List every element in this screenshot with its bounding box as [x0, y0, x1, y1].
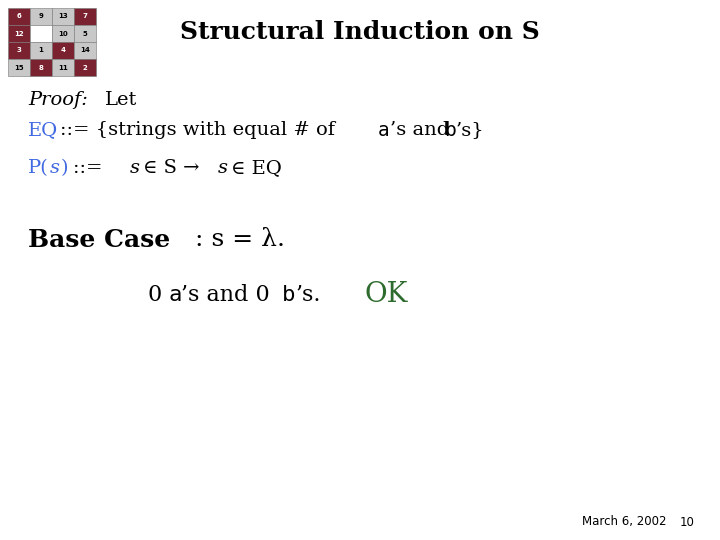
Bar	[74, 8, 96, 25]
Text: ’s.: ’s.	[295, 284, 320, 306]
Bar	[30, 59, 52, 76]
Text: a: a	[168, 285, 181, 305]
Text: b: b	[444, 120, 456, 139]
Bar	[8, 59, 30, 76]
Bar	[8, 25, 30, 42]
Text: 15: 15	[14, 64, 24, 71]
Text: s: s	[130, 159, 140, 177]
Text: 8: 8	[39, 64, 43, 71]
Text: ::= {strings with equal # of: ::= {strings with equal # of	[60, 121, 341, 139]
Bar	[74, 42, 96, 59]
Text: EQ: EQ	[28, 121, 58, 139]
Text: 2: 2	[83, 64, 87, 71]
Text: ’s and 0: ’s and 0	[181, 284, 277, 306]
Text: 1: 1	[39, 48, 43, 53]
Text: 9: 9	[39, 14, 43, 19]
Text: OK: OK	[365, 281, 408, 308]
Text: 4: 4	[60, 48, 66, 53]
Bar	[30, 42, 52, 59]
Text: March 6, 2002: March 6, 2002	[582, 516, 667, 529]
Text: 7: 7	[83, 14, 87, 19]
Bar	[74, 25, 96, 42]
Text: s: s	[218, 159, 228, 177]
Text: ::=: ::=	[73, 159, 102, 177]
Bar	[30, 25, 52, 42]
Text: Let: Let	[105, 91, 138, 109]
Text: Proof:: Proof:	[28, 91, 88, 109]
Text: ’s}: ’s}	[456, 121, 485, 139]
Text: Base Case: Base Case	[28, 228, 170, 252]
Bar	[52, 8, 74, 25]
Bar	[52, 25, 74, 42]
Text: ∈ EQ: ∈ EQ	[231, 159, 282, 177]
Bar	[52, 42, 74, 59]
Text: 11: 11	[58, 64, 68, 71]
Text: 6: 6	[17, 14, 22, 19]
Bar	[52, 59, 74, 76]
Text: 12: 12	[14, 30, 24, 37]
Bar	[8, 8, 30, 25]
Text: Structural Induction on S: Structural Induction on S	[180, 20, 540, 44]
Text: 10: 10	[58, 30, 68, 37]
Text: 13: 13	[58, 14, 68, 19]
Text: 5: 5	[83, 30, 87, 37]
Text: ’s and: ’s and	[390, 121, 456, 139]
Text: a: a	[378, 120, 390, 139]
Text: 10: 10	[680, 516, 695, 529]
Text: ): )	[61, 159, 68, 177]
Text: 14: 14	[80, 48, 90, 53]
Text: 0: 0	[148, 284, 169, 306]
Text: 3: 3	[17, 48, 22, 53]
Text: : s = λ.: : s = λ.	[195, 228, 285, 252]
Bar	[74, 59, 96, 76]
Text: s: s	[50, 159, 60, 177]
Text: ∈ S →: ∈ S →	[143, 159, 199, 177]
Text: b: b	[282, 285, 295, 305]
Text: P(: P(	[28, 159, 49, 177]
Bar	[30, 8, 52, 25]
Bar	[8, 42, 30, 59]
